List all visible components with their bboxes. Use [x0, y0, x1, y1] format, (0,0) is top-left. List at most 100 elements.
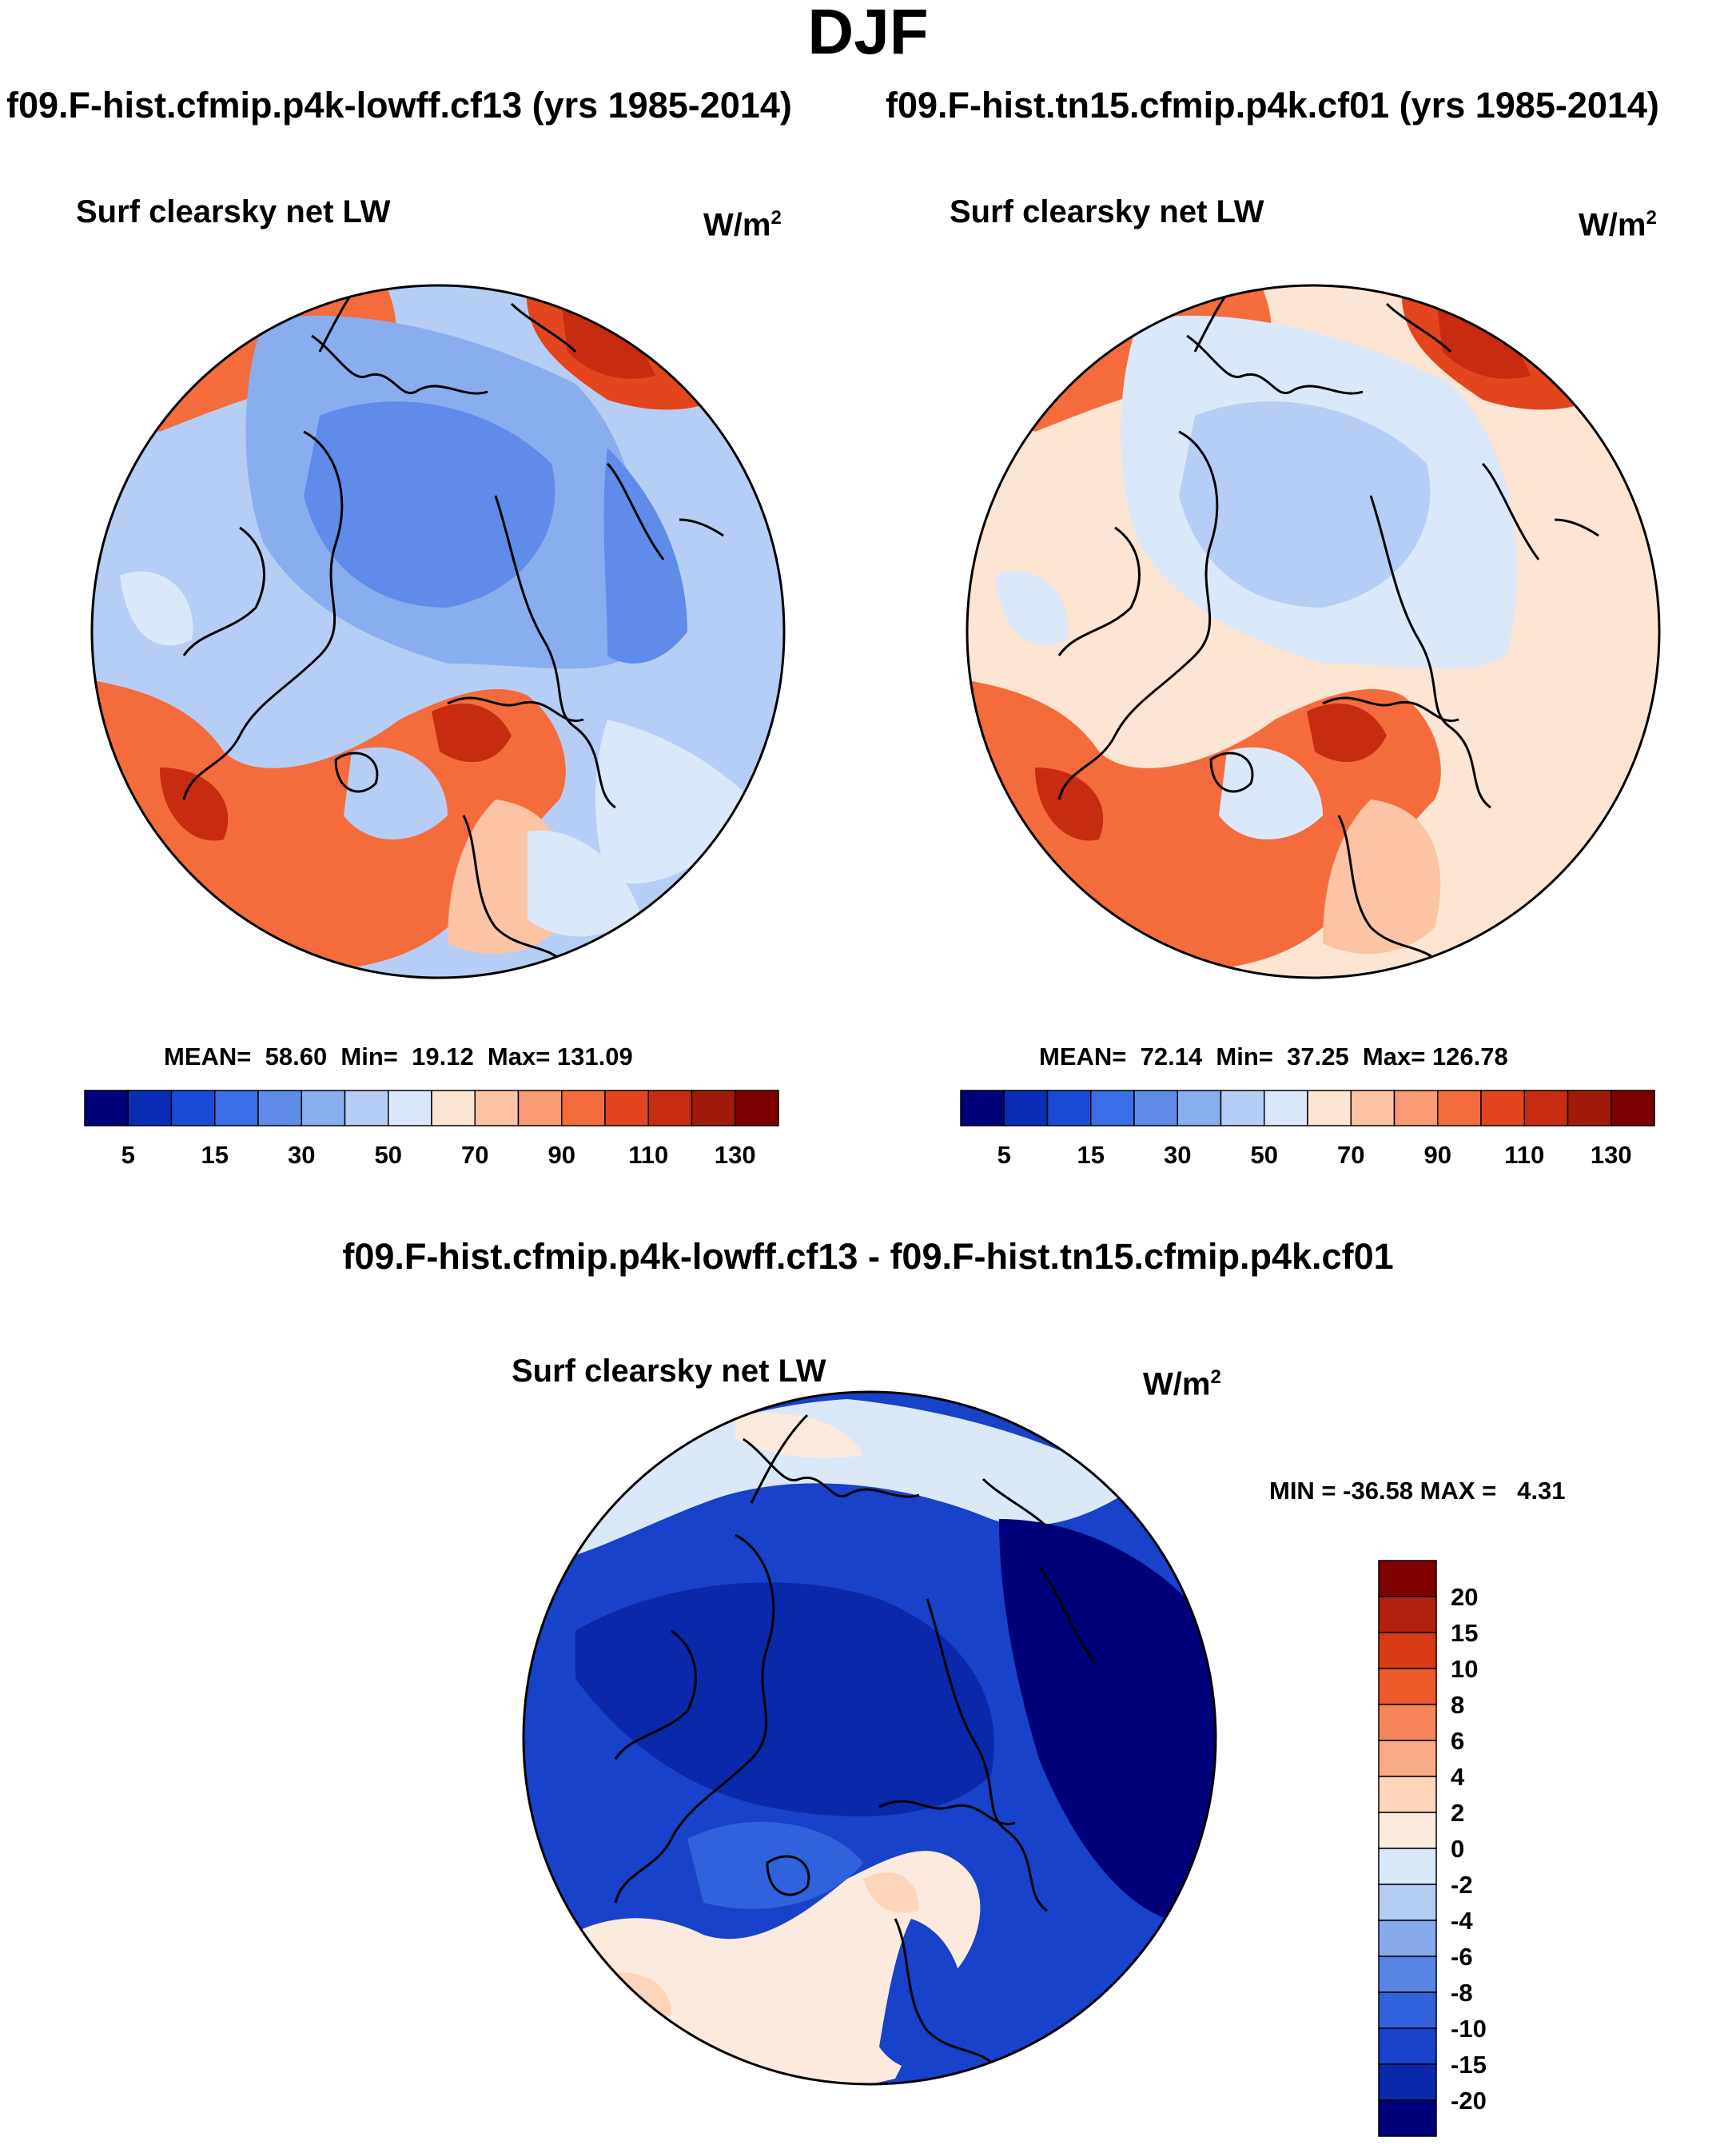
colorbar-tick-label: 130 — [715, 1141, 756, 1169]
case1-colorbar: 5 15 30 50 70 90 110 130 — [84, 1090, 779, 1169]
colorbar-box — [1378, 1740, 1437, 1777]
colorbar-box — [344, 1090, 389, 1126]
colorbar-tick-label: 5 — [121, 1141, 135, 1169]
colorbar-box — [647, 1090, 693, 1126]
colorbar-box — [1220, 1090, 1265, 1126]
colorbar-tick-label: 8 — [1451, 1691, 1464, 1719]
colorbar-box — [1378, 1812, 1437, 1849]
colorbar-tick-label: 130 — [1591, 1141, 1632, 1169]
case2-coastlines — [1057, 285, 1599, 968]
colorbar-box — [604, 1090, 649, 1126]
case2-map — [967, 285, 1659, 978]
colorbar-tick-label: -2 — [1451, 1871, 1473, 1899]
diff-map — [524, 1392, 1216, 2084]
colorbar-tick-label: 110 — [1504, 1141, 1544, 1169]
colorbar-box — [127, 1090, 173, 1126]
main-title: DJF — [807, 0, 929, 67]
colorbar-tick-label: -6 — [1451, 1943, 1473, 1971]
diff-title: f09.F-hist.cfmip.p4k-lowff.cf13 - f09.F-… — [342, 1236, 1394, 1277]
case1-stats: MEAN= 58.60 Min= 19.12 Max= 131.09 — [164, 1043, 633, 1071]
colorbar-tick-label: -10 — [1451, 2015, 1487, 2043]
colorbar-box — [691, 1090, 736, 1126]
colorbar-box — [1393, 1090, 1439, 1126]
colorbar-box — [1378, 1704, 1437, 1741]
colorbar-box — [1350, 1090, 1396, 1126]
colorbar-box — [1378, 1848, 1437, 1885]
colorbar-box — [1378, 1596, 1437, 1633]
colorbar-tick-label: 6 — [1451, 1727, 1464, 1755]
colorbar-box — [84, 1090, 129, 1126]
colorbar-box — [1437, 1090, 1482, 1126]
colorbar-box — [1378, 2099, 1437, 2137]
colorbar-box — [1090, 1090, 1135, 1126]
colorbar-box — [1378, 2027, 1437, 2065]
case1-title: f09.F-hist.cfmip.p4k-lowff.cf13 (yrs 198… — [6, 85, 792, 126]
colorbar-box — [388, 1090, 432, 1126]
case1-units: W/m2 — [703, 207, 782, 243]
case2-colorbar: 5 15 30 50 70 90 110 130 — [960, 1090, 1655, 1169]
colorbar-tick-label: 5 — [997, 1141, 1011, 1169]
colorbar-box — [1378, 1560, 1437, 1597]
colorbar-box — [301, 1090, 346, 1126]
colorbar-box — [1567, 1090, 1612, 1126]
colorbar-box — [431, 1090, 476, 1126]
colorbar-box — [1480, 1090, 1525, 1126]
case2-stats: MEAN= 72.14 Min= 37.25 Max= 126.78 — [1039, 1043, 1508, 1071]
colorbar-box — [1378, 1632, 1437, 1669]
colorbar-box — [561, 1090, 606, 1126]
diff-map-border — [522, 1390, 1217, 2086]
colorbar-box — [517, 1090, 563, 1126]
colorbar-box — [1378, 1920, 1437, 1957]
colorbar-tick-label: 4 — [1451, 1763, 1465, 1791]
colorbar-tick-label: 15 — [1077, 1141, 1105, 1169]
colorbar-box — [1177, 1090, 1222, 1126]
colorbar-tick-label: 50 — [1251, 1141, 1278, 1169]
colorbar-box — [1523, 1090, 1569, 1126]
colorbar-box — [1378, 1884, 1437, 1921]
colorbar-box — [214, 1090, 259, 1126]
diff-coastlines — [614, 1413, 1097, 2071]
colorbar-box — [257, 1090, 302, 1126]
colorbar-box — [1378, 1668, 1437, 1705]
case1-map-border — [90, 284, 786, 979]
case2-panel-label: Surf clearsky net LW — [950, 194, 1264, 229]
colorbar-box — [1133, 1090, 1178, 1126]
case2-units: W/m2 — [1579, 207, 1657, 243]
colorbar-box — [960, 1090, 1005, 1126]
colorbar-box — [1264, 1090, 1308, 1126]
colorbar-box — [1003, 1090, 1049, 1126]
colorbar-tick-label: -8 — [1451, 1979, 1473, 2007]
colorbar-tick-label: 70 — [1337, 1141, 1364, 1169]
colorbar-box — [735, 1090, 779, 1126]
colorbar-box — [1378, 1992, 1437, 2029]
colorbar-tick-label: 20 — [1451, 1583, 1478, 1611]
colorbar-tick-label: -20 — [1451, 2087, 1487, 2115]
colorbar-tick-label: 110 — [628, 1141, 668, 1169]
colorbar-tick-label: 30 — [1164, 1141, 1191, 1169]
diff-panel-label: Surf clearsky net LW — [512, 1354, 826, 1389]
colorbar-box — [1611, 1090, 1655, 1126]
colorbar-box — [170, 1090, 216, 1126]
case2-map-border — [966, 284, 1661, 979]
colorbar-box — [1378, 2063, 1437, 2101]
colorbar-tick-label: 90 — [1424, 1141, 1451, 1169]
colorbar-box — [1046, 1090, 1092, 1126]
colorbar-tick-label: -4 — [1451, 1907, 1473, 1935]
colorbar-tick-label: 90 — [548, 1141, 575, 1169]
diff-stats: MIN = -36.58 MAX = 4.31 — [1269, 1477, 1566, 1505]
colorbar-tick-label: 15 — [201, 1141, 229, 1169]
colorbar-tick-label: 15 — [1451, 1619, 1478, 1647]
colorbar-tick-label: 50 — [375, 1141, 402, 1169]
colorbar-box — [1378, 1956, 1437, 1993]
colorbar-tick-label: 2 — [1451, 1799, 1464, 1827]
case1-panel-label: Surf clearsky net LW — [76, 194, 391, 229]
colorbar-tick-label: 70 — [461, 1141, 488, 1169]
colorbar-box — [474, 1090, 520, 1126]
diff-units: W/m2 — [1143, 1366, 1221, 1402]
case1-coastlines — [182, 285, 724, 968]
colorbar-box — [1307, 1090, 1352, 1126]
colorbar-tick-label: 0 — [1451, 1835, 1464, 1863]
colorbar-tick-label: 30 — [288, 1141, 315, 1169]
